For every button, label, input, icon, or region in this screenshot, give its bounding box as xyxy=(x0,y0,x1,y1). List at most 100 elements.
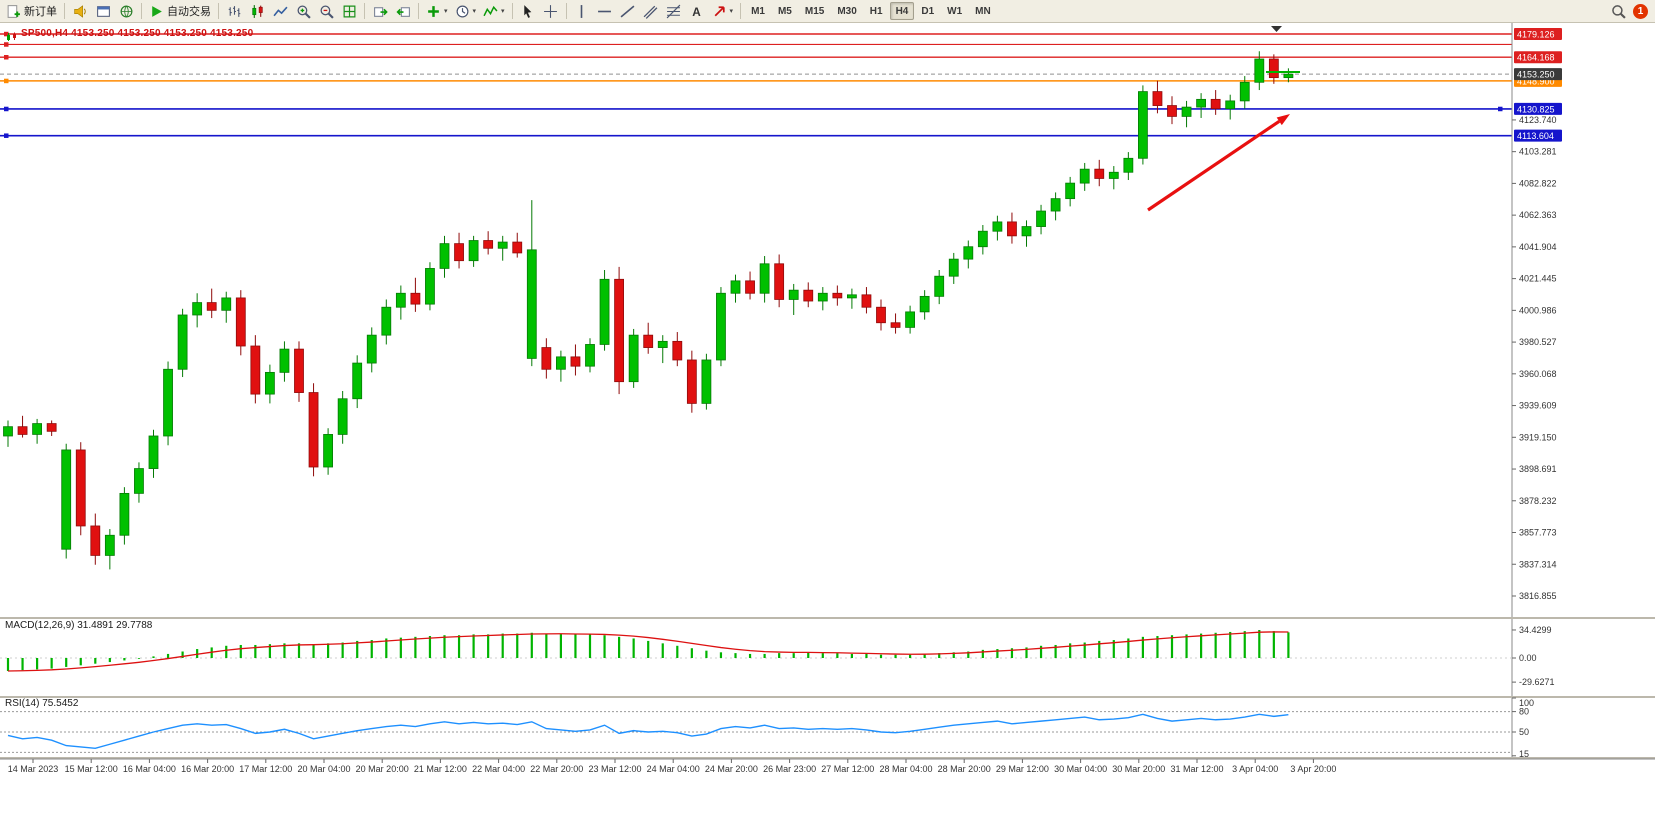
candle xyxy=(890,322,901,328)
price-tick-label: 3816.855 xyxy=(1519,591,1557,601)
search-button[interactable] xyxy=(1607,1,1629,21)
timeframe-m15-button[interactable]: M15 xyxy=(804,5,825,17)
candle xyxy=(716,292,726,361)
shift-icon xyxy=(395,4,411,19)
macd-panel[interactable]: 34.4299 0.00 -29.6271 xyxy=(0,625,1555,687)
candle xyxy=(1123,157,1134,173)
time-label: 28 Mar 20:00 xyxy=(938,764,991,774)
candle xyxy=(774,263,785,300)
timeframe-m5-button[interactable]: M5 xyxy=(777,5,792,17)
price-axis[interactable]: 4123.740 4103.281 4082.822 4062.363 4041.904… xyxy=(1512,28,1562,601)
price-line-label-text: 4148.900 xyxy=(1517,76,1555,86)
zoom-in-button[interactable] xyxy=(292,1,314,21)
annotation-arrow[interactable] xyxy=(1147,119,1281,212)
timeframe-m30-button[interactable]: M30 xyxy=(837,5,857,17)
chart-shift-button[interactable] xyxy=(392,1,414,21)
price-line-label xyxy=(1514,129,1562,142)
chart-shift-marker[interactable] xyxy=(1271,26,1282,32)
time-label: 21 Mar 12:00 xyxy=(414,764,467,774)
panel-splitter[interactable] xyxy=(0,696,1655,698)
auto-trading-button[interactable]: 自动交易 xyxy=(146,1,214,21)
candle xyxy=(90,525,101,556)
text-label-button[interactable]: A xyxy=(686,1,708,21)
candle xyxy=(235,297,246,347)
hline-handle[interactable] xyxy=(4,78,9,84)
candle xyxy=(439,243,450,269)
panel-splitter[interactable] xyxy=(0,757,1655,759)
chart-plot-area[interactable] xyxy=(0,25,1512,617)
time-label: 30 Mar 04:00 xyxy=(1054,764,1107,774)
timeframe-w1-button[interactable]: W1 xyxy=(947,5,963,17)
candle xyxy=(992,221,1003,232)
hline-handle[interactable] xyxy=(4,55,9,60)
vertical-line-button[interactable] xyxy=(571,1,593,21)
indicators-button[interactable]: ▾ xyxy=(480,1,508,21)
candle xyxy=(279,348,290,373)
candle xyxy=(614,278,624,383)
time-label: 31 Mar 12:00 xyxy=(1170,764,1223,774)
toolbar-separator xyxy=(364,3,365,19)
trendline-button[interactable] xyxy=(617,1,639,21)
candle xyxy=(977,230,988,248)
hline-handle[interactable] xyxy=(1498,106,1503,112)
crosshair-button[interactable] xyxy=(540,1,562,21)
hline-handle[interactable] xyxy=(4,42,9,47)
panel-splitter[interactable] xyxy=(0,617,1655,619)
arrows-button[interactable]: ▾ xyxy=(709,1,737,21)
bar-chart-button[interactable] xyxy=(223,1,245,21)
price-line-label xyxy=(1514,102,1562,115)
candle xyxy=(192,302,203,316)
timeframe-h4-button[interactable]: H4 xyxy=(889,2,915,20)
zoom-out-button[interactable] xyxy=(315,1,337,21)
svg-text:A: A xyxy=(692,5,701,18)
candle xyxy=(657,340,668,348)
web-terminal-button[interactable] xyxy=(115,1,137,21)
hline-handle[interactable] xyxy=(4,31,9,37)
candle xyxy=(556,356,566,370)
annotation-arrow-head[interactable] xyxy=(1276,114,1290,126)
timeframe-m1-button[interactable]: M1 xyxy=(751,5,765,17)
auto-scroll-button[interactable] xyxy=(369,1,391,21)
time-label: 24 Mar 20:00 xyxy=(705,764,758,774)
hline-handle[interactable] xyxy=(4,133,9,138)
timeframe-d1-button[interactable]: D1 xyxy=(921,5,935,17)
cursor-button[interactable] xyxy=(517,1,539,21)
time-axis[interactable]: 14 Mar 2023 15 Mar 12:00 16 Mar 04:00 16 Ma… xyxy=(0,758,1655,774)
cursor-icon xyxy=(520,4,535,19)
candle xyxy=(1108,171,1119,179)
hline-handle[interactable] xyxy=(4,106,9,112)
alerts-button[interactable] xyxy=(69,1,91,21)
timeframe-mn-button[interactable]: MN xyxy=(975,5,991,17)
caret-down-icon: ▾ xyxy=(444,7,448,15)
price-tick-label: 3980.527 xyxy=(1519,337,1557,347)
candle xyxy=(46,423,57,432)
new-chart-button[interactable]: ▾ xyxy=(423,1,451,21)
new-order-icon xyxy=(6,4,21,19)
candle xyxy=(1239,81,1250,102)
fibonacci-button[interactable] xyxy=(663,1,685,21)
globe-icon xyxy=(119,4,134,19)
price-tick-label: 3960.068 xyxy=(1519,369,1557,379)
candle xyxy=(381,306,392,336)
tile-windows-button[interactable] xyxy=(338,1,360,21)
periods-button[interactable]: ▾ xyxy=(452,1,480,21)
market-watch-button[interactable] xyxy=(92,1,114,21)
candle xyxy=(250,345,261,395)
channel-button[interactable] xyxy=(640,1,662,21)
indicator-icon xyxy=(483,4,498,19)
time-label: 29 Mar 12:00 xyxy=(996,764,1049,774)
candle xyxy=(1152,91,1163,106)
macd-scale-label: -29.6271 xyxy=(1519,677,1555,687)
candlestick-chart-button[interactable] xyxy=(246,1,268,21)
line-chart-button[interactable] xyxy=(269,1,291,21)
horizontal-line-button[interactable] xyxy=(594,1,616,21)
timeframe-h1-button[interactable]: H1 xyxy=(869,5,883,17)
toolbar-separator xyxy=(218,3,219,19)
notification-badge[interactable]: 1 xyxy=(1633,3,1648,19)
new-order-button[interactable]: 新订单 xyxy=(3,1,60,21)
candle xyxy=(1268,58,1279,79)
candle xyxy=(934,275,945,297)
price-tick-label: 4103.281 xyxy=(1519,147,1557,157)
